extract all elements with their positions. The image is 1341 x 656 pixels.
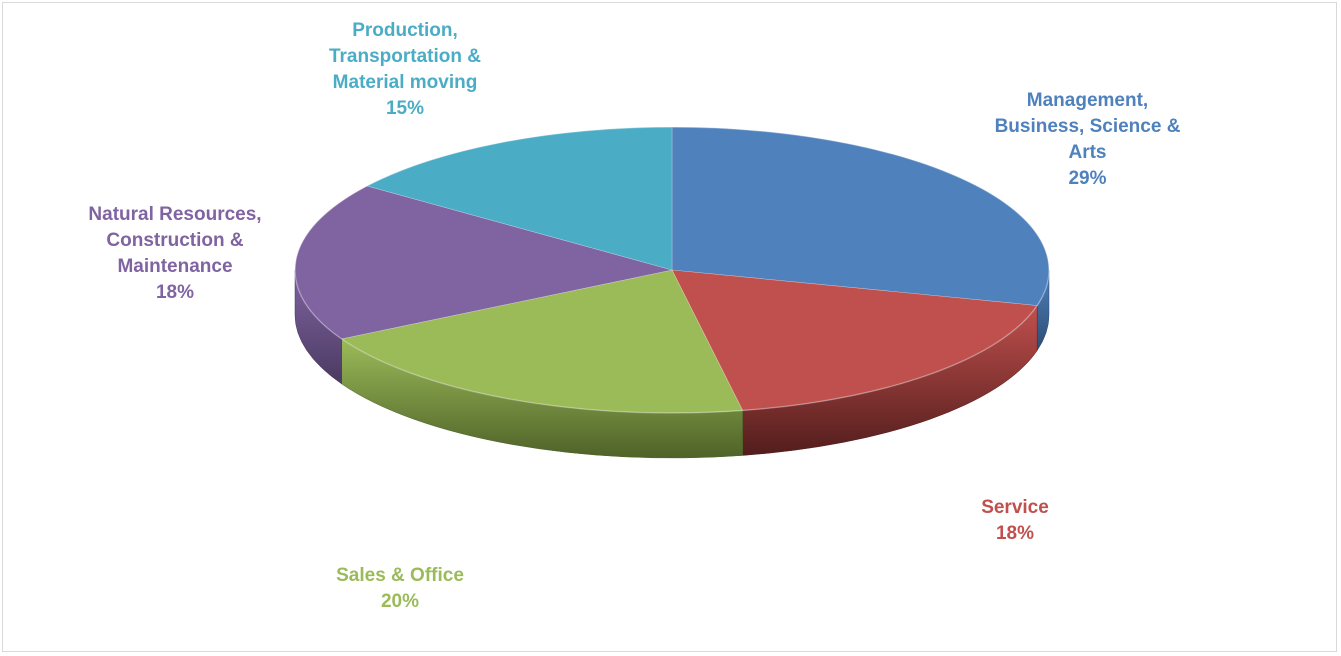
pie-slice-0 bbox=[671, 126, 1050, 306]
label-sales-office: Sales & Office 20% bbox=[336, 565, 464, 612]
pie-slice-2 bbox=[340, 269, 744, 414]
pie-slice-1 bbox=[671, 269, 1038, 411]
pie-rim bbox=[294, 126, 1050, 414]
pie-side-walls bbox=[294, 269, 1050, 459]
pie-slice-4 bbox=[366, 126, 673, 271]
label-natural-resources: Natural Resources, Construction & Mainte… bbox=[88, 204, 262, 303]
label-management: Management, Business, Science & Arts 29% bbox=[994, 90, 1181, 189]
pie-side-3 bbox=[294, 269, 342, 385]
pie-slice-3 bbox=[294, 185, 673, 340]
label-production: Production, Transportation & Material mo… bbox=[328, 20, 481, 119]
pie-top-faces bbox=[294, 126, 1050, 414]
label-service: Service 18% bbox=[981, 497, 1049, 544]
